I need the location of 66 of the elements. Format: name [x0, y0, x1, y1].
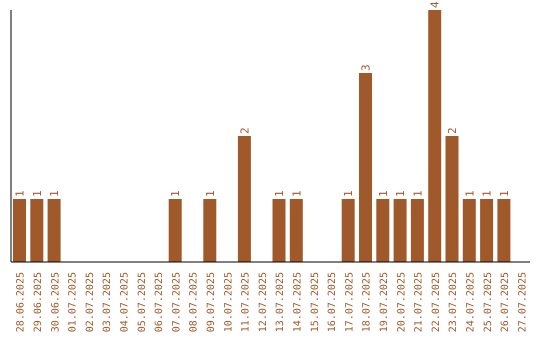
data-label: 1 [376, 190, 390, 197]
x-tick-label: 11.07.2025 [240, 272, 252, 332]
bar [13, 199, 26, 262]
x-tick-label: 27.07.2025 [517, 272, 528, 332]
bar [497, 199, 510, 262]
x-tick-label: 02.07.2025 [84, 272, 96, 332]
x-tick-label: 29.06.2025 [32, 272, 44, 332]
data-label: 1 [342, 190, 356, 197]
data-label: 1 [498, 190, 511, 197]
data-label: 1 [273, 190, 286, 197]
data-label: 1 [169, 190, 182, 197]
bar [394, 199, 407, 262]
data-label: 1 [48, 190, 62, 197]
x-tick-label: 15.07.2025 [310, 272, 321, 332]
data-label: 4 [428, 1, 442, 8]
bar [290, 199, 303, 262]
bar [342, 199, 355, 262]
x-tick-label: 25.07.2025 [482, 272, 494, 332]
x-tick-label: 03.07.2025 [102, 272, 114, 332]
bar [30, 199, 44, 262]
bar [376, 199, 390, 262]
bar [480, 199, 494, 262]
bar [48, 199, 61, 262]
x-tick-label: 09.07.2025 [206, 272, 217, 332]
x-tick-label: 12.07.2025 [258, 272, 269, 332]
bar [272, 199, 286, 262]
x-tick-label: 06.07.2025 [154, 272, 166, 332]
bar [168, 199, 182, 262]
data-label: 2 [238, 127, 252, 134]
bar [410, 199, 424, 262]
x-tick-label: 22.07.2025 [430, 272, 442, 332]
bar [359, 73, 372, 262]
bar [446, 136, 458, 262]
data-label: 1 [480, 190, 494, 197]
x-tick-label: 26.07.2025 [500, 272, 512, 332]
x-tick-label: 18.07.2025 [362, 272, 373, 332]
data-label: 3 [360, 64, 372, 71]
x-tick-label: 10.07.2025 [223, 272, 234, 332]
data-label: 1 [411, 190, 424, 197]
data-label: 1 [14, 190, 26, 197]
x-tick-label: 04.07.2025 [119, 272, 130, 332]
x-tick-label: 19.07.2025 [378, 272, 390, 332]
x-tick-label: 17.07.2025 [344, 272, 356, 332]
bar [238, 136, 251, 262]
data-label: 1 [463, 190, 476, 197]
x-tick-label: 28.06.2025 [16, 272, 27, 332]
x-tick-label: 23.07.2025 [448, 272, 460, 332]
x-tick-label: 08.07.2025 [188, 272, 200, 332]
data-label: 2 [446, 127, 459, 134]
bar [203, 199, 216, 262]
x-tick-label: 16.07.2025 [327, 272, 338, 332]
x-tick-label: 30.06.2025 [50, 272, 62, 332]
data-label: 1 [394, 190, 408, 197]
x-tick-label: 13.07.2025 [275, 272, 286, 332]
x-tick-label: 05.07.2025 [136, 272, 148, 332]
data-label: 1 [290, 190, 304, 197]
bar [462, 199, 476, 262]
x-tick-label: 21.07.2025 [414, 272, 425, 332]
x-tick-label: 24.07.2025 [465, 272, 476, 332]
x-tick-label: 01.07.2025 [68, 272, 79, 332]
data-label: 1 [204, 190, 217, 197]
data-label: 1 [30, 190, 44, 197]
bar [428, 10, 442, 262]
x-tick-label: 14.07.2025 [292, 272, 304, 332]
x-tick-label: 07.07.2025 [171, 272, 182, 332]
x-tick-label: 20.07.2025 [396, 272, 408, 332]
